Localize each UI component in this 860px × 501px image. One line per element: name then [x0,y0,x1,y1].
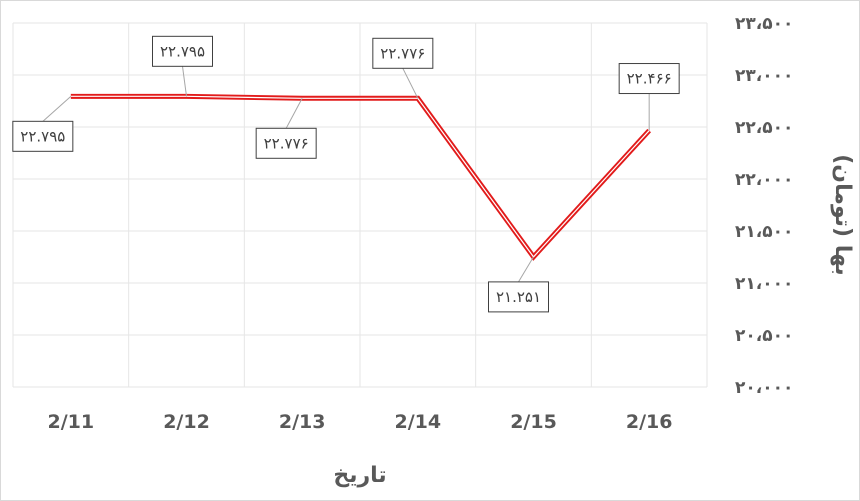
data-label: ۲۲.۷۷۶ [380,44,425,62]
y-tick-label: ۲۳،۵۰۰ [735,14,793,34]
data-label-leader [182,66,187,97]
series-group [70,93,652,261]
x-tick-label: 2/13 [279,411,326,433]
data-label: ۲۲.۷۷۶ [264,134,309,152]
y-tick-label: ۲۲،۵۰۰ [735,118,793,138]
grid-lines [12,22,708,388]
x-tick-label: 2/14 [395,411,442,433]
series-line-highlight [70,95,650,258]
x-tick-label: 2/12 [163,411,210,433]
data-label-box [255,127,317,159]
data-label-box [12,120,74,152]
x-tick-label: 2/15 [510,411,557,433]
data-labels: ۲۲.۷۹۵ ۲۲.۷۹۵ ۲۲.۷۷۶ ۲۲.۷۷۶ ۲۱.۲۵۱ ۲۲.۴۶۶ [12,35,680,313]
data-label: ۲۱.۲۵۱ [496,288,541,306]
data-label-leader [518,256,534,283]
data-label-box [372,37,434,69]
y-tick-label: ۲۱،۰۰۰ [735,274,793,294]
data-label-box [152,35,213,67]
data-label-box [618,63,680,95]
x-tick-label: 2/11 [48,411,95,433]
y-axis-ticks: ۲۰،۰۰۰ ۲۰،۵۰۰ ۲۱،۰۰۰ ۲۱،۵۰۰ ۲۲،۰۰۰ ۲۲،۵۰۰ ۲۳،۰… [735,14,793,398]
data-label-leader [402,68,419,99]
y-tick-label: ۲۰،۵۰۰ [735,326,793,346]
data-label-box [488,281,549,313]
y-axis-title: بها (تومان) [830,154,855,276]
data-label: ۲۲.۴۶۶ [627,70,672,88]
y-tick-label: ۲۱،۵۰۰ [735,222,793,242]
y-tick-label: ۲۰،۰۰۰ [735,378,793,398]
x-tick-label: 2/16 [626,411,673,433]
y-tick-label: ۲۳،۰۰۰ [735,66,793,86]
y-tick-label: ۲۲،۰۰۰ [735,170,793,190]
data-label: ۲۲.۷۹۵ [20,127,65,145]
x-axis-ticks: 2/11 2/12 2/13 2/14 2/15 2/16 [48,411,673,433]
x-axis-title: تاریخ [333,463,386,488]
data-label-leader [42,95,72,122]
data-label-leader [285,98,303,129]
data-label: ۲۲.۷۹۵ [160,42,205,60]
